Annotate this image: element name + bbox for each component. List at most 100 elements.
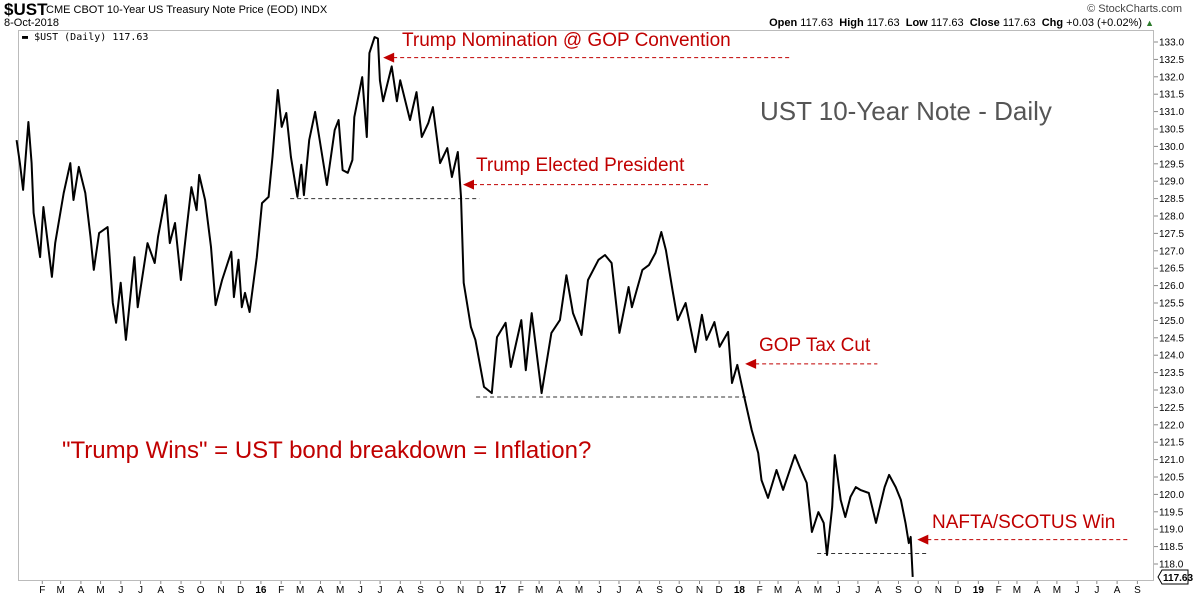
x-tick-label: 19 xyxy=(973,585,985,596)
x-tick-label: J xyxy=(1094,585,1099,596)
x-tick-label: S xyxy=(417,585,424,596)
x-tick-label: F xyxy=(39,585,45,596)
x-tick-label: M xyxy=(56,585,64,596)
x-tick-label: M xyxy=(774,585,782,596)
y-tick-label: 123.0 xyxy=(1159,386,1184,397)
x-tick-label: F xyxy=(757,585,763,596)
legend: ▬ $UST (Daily) 117.63 xyxy=(22,32,148,43)
x-tick-label: N xyxy=(935,585,942,596)
x-tick-label: F xyxy=(278,585,284,596)
commentary-text: "Trump Wins" = UST bond breakdown = Infl… xyxy=(62,437,592,464)
y-tick-label: 120.5 xyxy=(1159,473,1184,484)
x-tick-label: M xyxy=(336,585,344,596)
last-price-text: 117.63 xyxy=(1163,573,1193,584)
symbol: $UST xyxy=(4,0,48,19)
x-tick-label: 17 xyxy=(495,585,507,596)
y-tick-label: 131.5 xyxy=(1159,90,1184,101)
x-tick-label: M xyxy=(1053,585,1061,596)
ohlc-readout: Open 117.63 High 117.63 Low 117.63 Close… xyxy=(769,17,1154,29)
chart-title: UST 10-Year Note - Daily xyxy=(760,96,1052,126)
x-tick-label: S xyxy=(178,585,185,596)
x-tick-label: F xyxy=(518,585,524,596)
close-value: 117.63 xyxy=(1002,17,1036,29)
x-tick-label: M xyxy=(814,585,822,596)
low-label: Low xyxy=(905,17,928,29)
x-tick-label: J xyxy=(616,585,621,596)
y-tick-label: 127.5 xyxy=(1159,229,1184,240)
x-tick-label: J xyxy=(138,585,143,596)
x-tick-label: M xyxy=(535,585,543,596)
y-tick-label: 128.5 xyxy=(1159,194,1184,205)
low-value: 117.63 xyxy=(930,17,964,29)
x-tick-label: A xyxy=(795,585,802,596)
y-tick-label: 126.0 xyxy=(1159,281,1184,292)
y-tick-label: 125.0 xyxy=(1159,316,1184,327)
x-tick-label: J xyxy=(1075,585,1080,596)
x-tick-label: S xyxy=(656,585,663,596)
annotation-nafta-scotus: NAFTA/SCOTUS Win xyxy=(932,512,1116,533)
y-tick-label: 129.5 xyxy=(1159,159,1184,170)
x-tick-label: S xyxy=(1134,585,1141,596)
y-axis: 133.0 132.5 132.0 131.5 131.0 130.5 130.0 129.5… xyxy=(1154,38,1184,571)
x-axis: F M A M J J A S O N D 16 F M A M J J A S O N D 17 F M A M J J A S O N D 18 F… xyxy=(39,581,1141,596)
y-tick-label: 119.0 xyxy=(1159,525,1184,536)
price-line xyxy=(15,36,914,577)
x-tick-label: A xyxy=(78,585,85,596)
y-tick-label: 124.5 xyxy=(1159,333,1184,344)
legend-label: $UST (Daily) 117.63 xyxy=(34,32,149,43)
chg-value: +0.03 (+0.02%) xyxy=(1066,17,1143,29)
x-tick-label: A xyxy=(397,585,404,596)
x-tick-label: O xyxy=(914,585,922,596)
x-tick-label: S xyxy=(895,585,902,596)
y-tick-label: 127.0 xyxy=(1159,246,1184,257)
x-tick-label: D xyxy=(716,585,723,596)
y-tick-label: 121.0 xyxy=(1159,455,1184,466)
y-tick-label: 118.5 xyxy=(1159,542,1184,553)
x-tick-label: J xyxy=(855,585,860,596)
y-tick-label: 130.5 xyxy=(1159,125,1184,136)
y-tick-label: 123.5 xyxy=(1159,368,1184,379)
high-label: High xyxy=(839,17,864,29)
annotation-gop-convention: Trump Nomination @ GOP Convention xyxy=(402,30,731,51)
support-lines xyxy=(290,198,928,555)
arrow-left-icon xyxy=(917,534,929,545)
x-tick-label: D xyxy=(954,585,961,596)
x-tick-label: 18 xyxy=(734,585,746,596)
x-tick-label: N xyxy=(696,585,703,596)
y-tick-label: 125.5 xyxy=(1159,299,1184,310)
x-tick-label: D xyxy=(477,585,484,596)
x-tick-label: A xyxy=(875,585,882,596)
y-tick-label: 126.5 xyxy=(1159,264,1184,275)
x-tick-label: N xyxy=(457,585,464,596)
arrow-left-icon xyxy=(745,358,757,369)
x-tick-label: D xyxy=(237,585,244,596)
x-tick-label: A xyxy=(317,585,324,596)
y-tick-label: 128.0 xyxy=(1159,212,1184,223)
annotation-trump-elected: Trump Elected President xyxy=(476,155,685,176)
y-tick-label: 118.0 xyxy=(1159,560,1184,571)
x-tick-label: J xyxy=(836,585,841,596)
x-tick-label: A xyxy=(556,585,563,596)
y-tick-label: 132.5 xyxy=(1159,55,1184,66)
last-price-tag: 117.63 xyxy=(1157,569,1193,585)
open-value: 117.63 xyxy=(800,17,834,29)
x-tick-label: A xyxy=(636,585,643,596)
y-tick-label: 129.0 xyxy=(1159,177,1184,188)
y-tick-label: 133.0 xyxy=(1159,38,1184,49)
x-tick-label: A xyxy=(1034,585,1041,596)
x-tick-label: M xyxy=(575,585,583,596)
x-tick-label: 16 xyxy=(255,585,267,596)
open-label: Open xyxy=(769,17,798,29)
annotation-gop-tax-cut: GOP Tax Cut xyxy=(759,335,871,356)
y-tick-label: 132.0 xyxy=(1159,72,1184,83)
x-tick-label: J xyxy=(378,585,383,596)
legend-swatch: ▬ xyxy=(22,32,29,43)
x-tick-label: O xyxy=(675,585,683,596)
y-tick-label: 121.5 xyxy=(1159,438,1184,449)
x-tick-label: A xyxy=(1114,585,1121,596)
chart-date: 8-Oct-2018 xyxy=(4,17,60,29)
x-tick-label: N xyxy=(217,585,224,596)
close-label: Close xyxy=(969,17,1000,29)
arrow-left-icon xyxy=(383,52,395,63)
